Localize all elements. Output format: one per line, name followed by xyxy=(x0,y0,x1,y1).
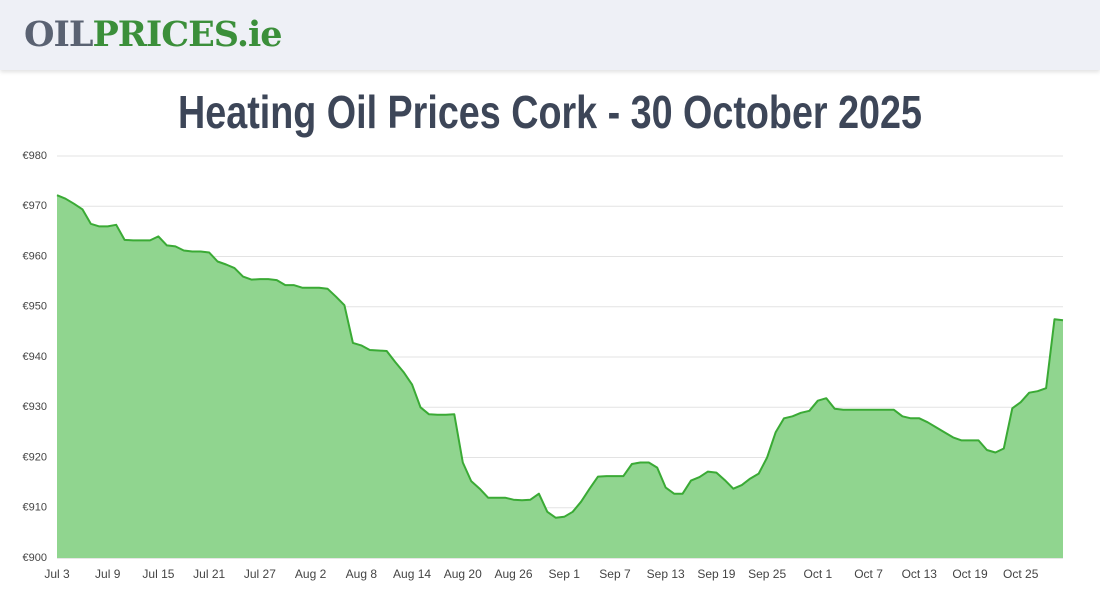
x-tick-label: Aug 8 xyxy=(346,567,378,581)
x-tick-label: Sep 19 xyxy=(697,567,735,581)
y-tick-label: €910 xyxy=(23,502,47,514)
logo-part: PRICES.ie xyxy=(92,14,282,55)
y-tick-label: €970 xyxy=(23,200,47,212)
y-tick-label: €960 xyxy=(23,250,47,262)
x-tick-label: Oct 25 xyxy=(1003,567,1039,581)
x-tick-label: Sep 25 xyxy=(748,567,786,581)
x-tick-label: Jul 9 xyxy=(95,567,121,581)
x-tick-label: Jul 21 xyxy=(193,567,225,581)
y-tick-label: €930 xyxy=(23,401,47,413)
area-fill xyxy=(57,195,1063,558)
x-tick-label: Jul 3 xyxy=(44,567,70,581)
logo[interactable]: OILPRICES.ie xyxy=(24,14,283,55)
logo-part: OIL xyxy=(24,14,93,55)
y-tick-label: €980 xyxy=(23,150,47,162)
price-line xyxy=(56,194,1064,519)
x-tick-label: Sep 7 xyxy=(599,567,631,581)
y-tick-label: €950 xyxy=(23,301,47,313)
x-tick-label: Aug 20 xyxy=(444,567,482,581)
y-tick-label: €940 xyxy=(23,351,47,363)
header: OILPRICES.ie xyxy=(0,0,1100,70)
x-tick-label: Sep 13 xyxy=(647,567,685,581)
x-tick-label: Aug 14 xyxy=(393,567,431,581)
x-tick-label: Oct 1 xyxy=(803,567,832,581)
y-tick-label: €900 xyxy=(23,552,47,564)
x-tick-label: Oct 7 xyxy=(854,567,883,581)
x-tick-label: Oct 19 xyxy=(952,567,988,581)
x-tick-label: Oct 13 xyxy=(902,567,938,581)
x-tick-label: Aug 26 xyxy=(494,567,532,581)
x-tick-label: Aug 2 xyxy=(295,567,327,581)
x-tick-label: Jul 27 xyxy=(244,567,276,581)
y-tick-label: €920 xyxy=(23,451,47,463)
x-tick-label: Jul 15 xyxy=(142,567,174,581)
x-tick-label: Sep 1 xyxy=(549,567,581,581)
chart-title: Heating Oil Prices Cork - 30 October 202… xyxy=(178,87,922,138)
